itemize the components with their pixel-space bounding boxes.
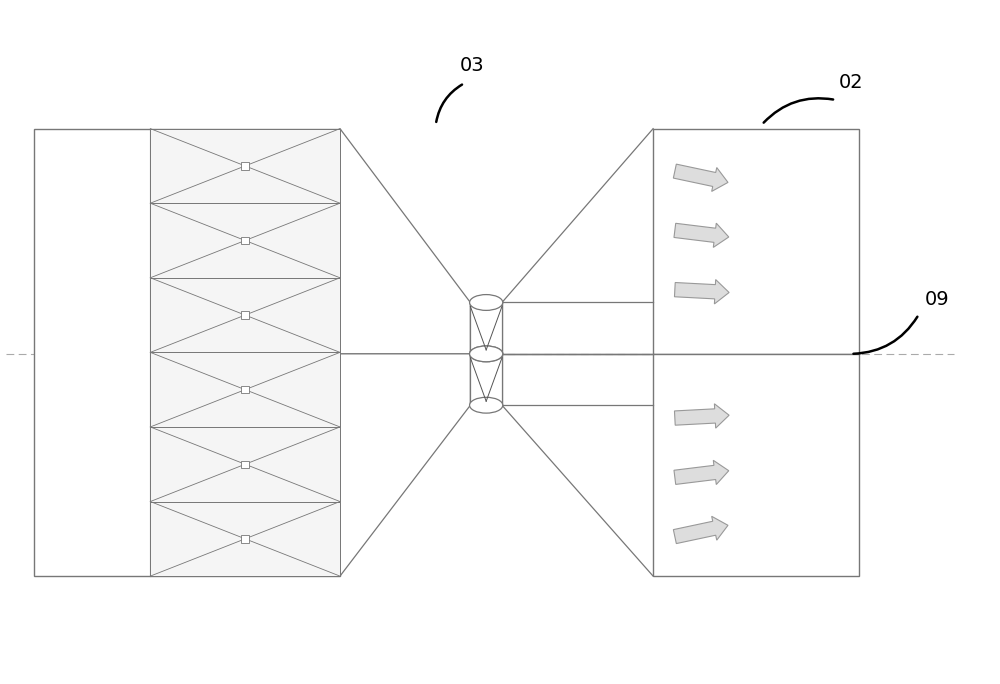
Bar: [470, 302, 502, 354]
Polygon shape: [340, 354, 470, 576]
Bar: [470, 354, 502, 405]
Bar: [150, 501, 340, 576]
Bar: [150, 203, 340, 278]
Polygon shape: [674, 223, 729, 248]
Polygon shape: [673, 164, 728, 192]
Text: 02: 02: [838, 73, 863, 92]
Bar: [241, 460, 249, 468]
Bar: [241, 386, 249, 393]
FancyArrowPatch shape: [436, 85, 462, 122]
Bar: [653, 354, 859, 576]
Bar: [34, 129, 340, 576]
Bar: [150, 427, 340, 501]
Polygon shape: [340, 129, 470, 354]
FancyArrowPatch shape: [764, 98, 833, 122]
Bar: [241, 162, 249, 170]
Polygon shape: [674, 460, 729, 484]
Ellipse shape: [470, 295, 503, 311]
Bar: [150, 352, 340, 427]
Ellipse shape: [470, 397, 503, 413]
Text: 03: 03: [460, 56, 485, 75]
Bar: [241, 311, 249, 319]
Ellipse shape: [470, 346, 503, 362]
Ellipse shape: [470, 346, 503, 362]
Bar: [150, 129, 340, 203]
Polygon shape: [674, 404, 729, 428]
Bar: [653, 129, 859, 354]
Bar: [241, 237, 249, 244]
Text: 09: 09: [924, 290, 949, 309]
Bar: [150, 278, 340, 352]
Bar: [241, 535, 249, 542]
Polygon shape: [674, 280, 729, 304]
FancyArrowPatch shape: [853, 317, 917, 354]
Polygon shape: [673, 516, 728, 544]
